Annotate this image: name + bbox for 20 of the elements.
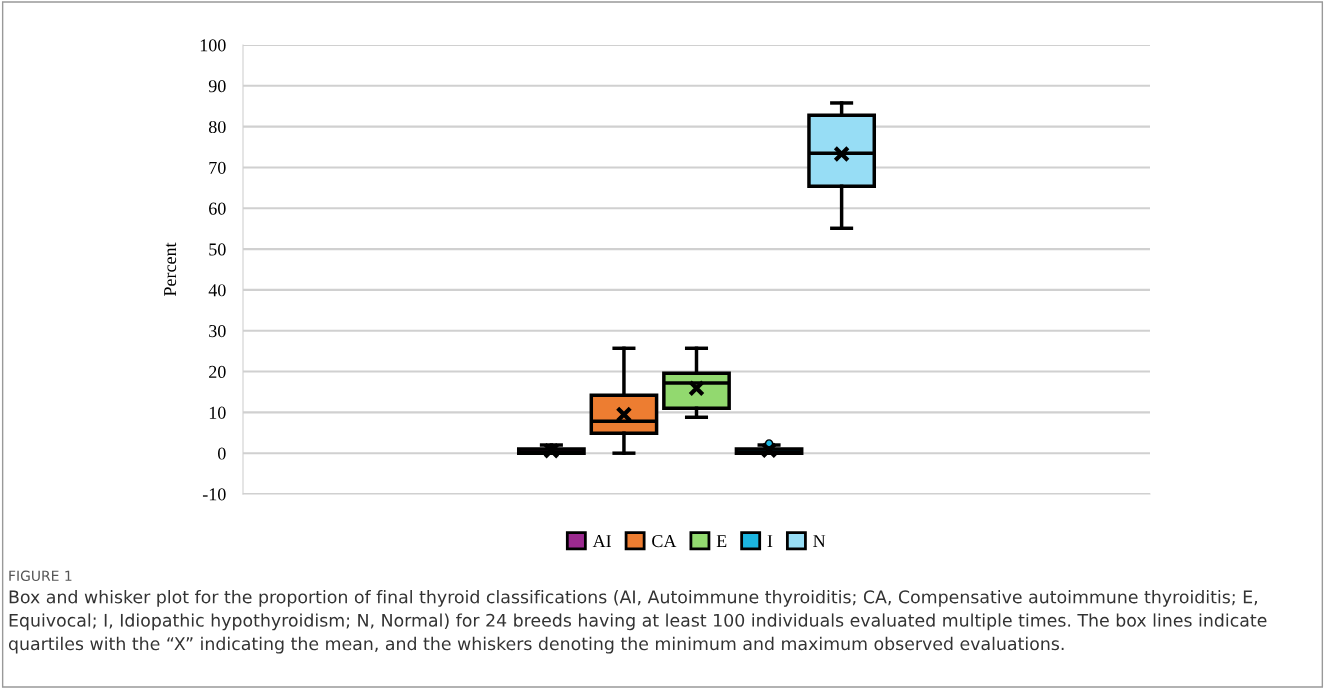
y-tick-label: 40 xyxy=(208,284,226,297)
y-tick-label: 50 xyxy=(209,243,226,256)
y-tick-label: 70 xyxy=(209,161,226,174)
y-tick-label: -10 xyxy=(202,488,226,501)
legend-label: CA xyxy=(652,535,677,548)
text: Box and whisker plot for the proportion of final thyroid classifications (AI, Autoimmune thyroiditis; CA, Compensative autoimmune thyroiditis; E, Equivocal; I, Idiopathic hypothyroidism; N, Normal) for 24 breeds having at least 100 individuals evaluated multiple times. The box lines indicate quartiles with the “X” indicating the mean, and the whiskers denoting the minimum and maximum observed evaluations. xyxy=(8,590,1267,654)
y-axis-title: Percent xyxy=(164,242,177,297)
legend-label: E xyxy=(716,535,727,547)
caption: FIGURE 1 xyxy=(9,570,72,582)
y-tick-label: 100 xyxy=(200,39,226,52)
y-tick-label: 0 xyxy=(217,447,226,460)
legend-label: N xyxy=(813,535,826,547)
legend-label: AI xyxy=(592,535,611,547)
y-tick-label: 60 xyxy=(209,202,226,215)
y-tick-label: 10 xyxy=(209,406,226,419)
y-tick-label: 90 xyxy=(208,80,226,93)
legend-label: I xyxy=(767,535,773,547)
y-tick-label: 20 xyxy=(209,365,226,378)
y-tick-label: 30 xyxy=(209,324,226,338)
y-tick-label: 80 xyxy=(208,120,226,134)
